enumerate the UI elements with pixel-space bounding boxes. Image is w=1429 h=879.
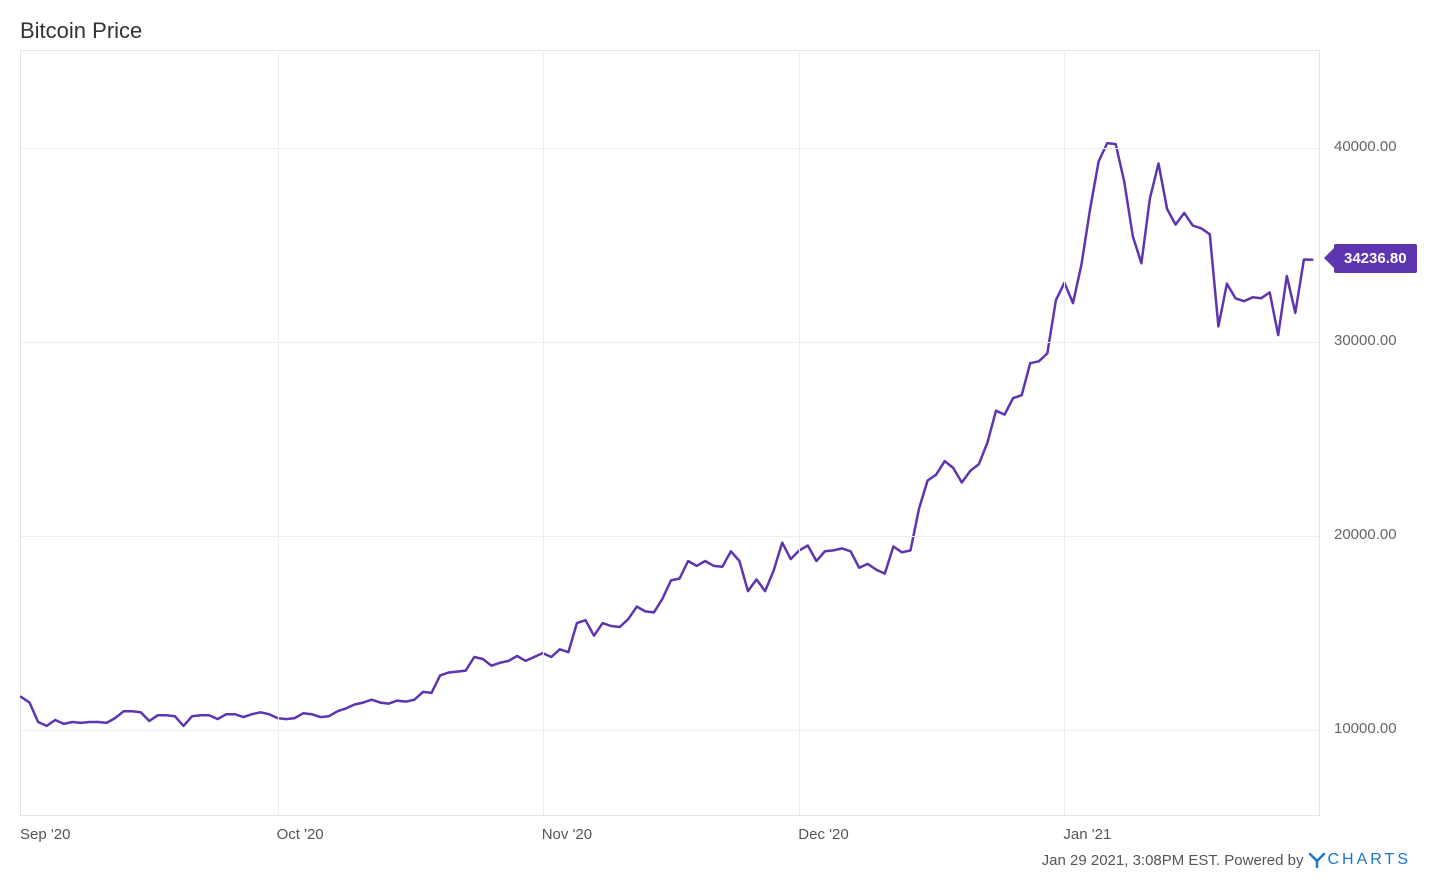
x-axis-label: Jan '21 <box>1063 826 1111 843</box>
grid-line-vertical <box>1064 51 1065 815</box>
grid-line-vertical <box>278 51 279 815</box>
price-line <box>21 143 1312 726</box>
y-axis-label: 30000.00 <box>1334 332 1397 349</box>
x-axis-label: Oct '20 <box>277 826 324 843</box>
x-axis-label: Dec '20 <box>798 826 848 843</box>
grid-line-horizontal <box>21 342 1319 343</box>
ycharts-brand-text: CHARTS <box>1328 851 1412 869</box>
y-axis-label: 10000.00 <box>1334 720 1397 737</box>
footer-powered-by: Powered by <box>1224 852 1303 869</box>
footer-timestamp: Jan 29 2021, 3:08PM EST. <box>1042 852 1220 869</box>
grid-line-vertical <box>543 51 544 815</box>
grid-line-horizontal <box>21 148 1319 149</box>
chart-container: { "chart": { "type": "line", "title": "B… <box>0 0 1429 879</box>
y-axis-label: 20000.00 <box>1334 526 1397 543</box>
grid-line-horizontal <box>21 730 1319 731</box>
chart-footer: Jan 29 2021, 3:08PM EST. Powered by CHAR… <box>1042 851 1411 869</box>
y-axis-label: 40000.00 <box>1334 138 1397 155</box>
ycharts-logo: CHARTS <box>1308 851 1412 869</box>
grid-line-horizontal <box>21 536 1319 537</box>
x-axis-label: Sep '20 <box>20 826 70 843</box>
line-chart-svg <box>21 51 1319 815</box>
grid-line-vertical <box>799 51 800 815</box>
chart-title: Bitcoin Price <box>20 18 142 44</box>
chart-plot-area <box>20 50 1320 816</box>
price-callout-value: 34236.80 <box>1344 250 1407 267</box>
x-axis-label: Nov '20 <box>542 826 592 843</box>
price-callout: 34236.80 <box>1334 244 1417 273</box>
